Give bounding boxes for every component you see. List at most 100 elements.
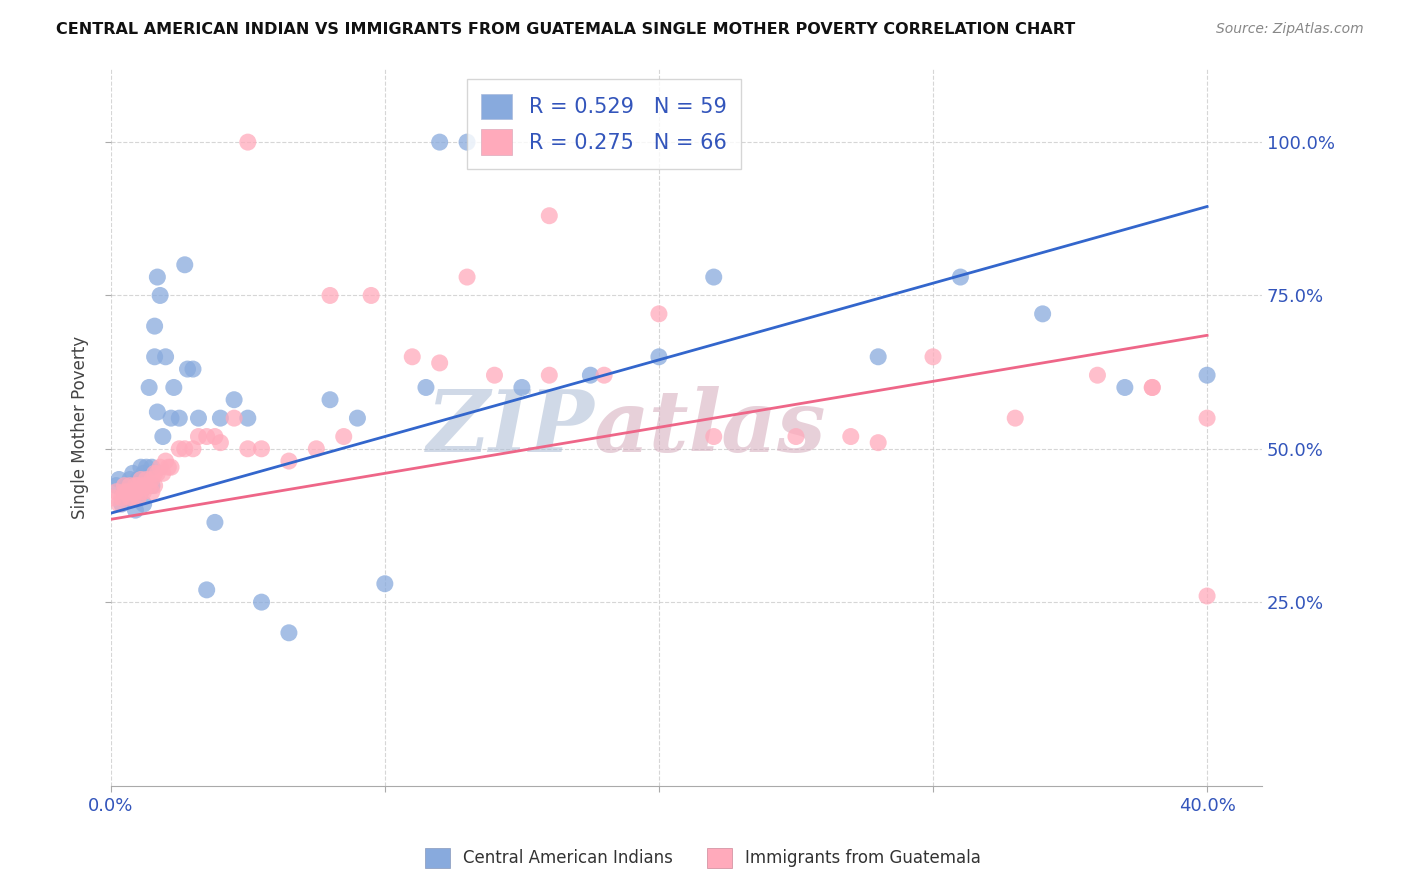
- Point: [118, 473, 141, 487]
- Point: [114, 478, 136, 492]
- Point: [127, 473, 149, 487]
- Point: [187, 429, 209, 443]
- Point: [173, 442, 195, 456]
- Point: [868, 435, 890, 450]
- Point: [456, 270, 478, 285]
- Point: [332, 429, 354, 443]
- Point: [209, 435, 232, 450]
- Point: [129, 460, 152, 475]
- Point: [204, 516, 226, 530]
- Point: [121, 484, 143, 499]
- Text: Source: ZipAtlas.com: Source: ZipAtlas.com: [1216, 22, 1364, 37]
- Point: [115, 484, 138, 499]
- Point: [135, 478, 157, 492]
- Point: [127, 478, 149, 492]
- Point: [236, 135, 259, 149]
- Point: [173, 258, 195, 272]
- Point: [510, 380, 533, 394]
- Point: [149, 288, 172, 302]
- Point: [152, 467, 174, 481]
- Point: [115, 478, 138, 492]
- Point: [118, 478, 141, 492]
- Point: [111, 491, 134, 505]
- Point: [593, 368, 616, 383]
- Point: [319, 392, 342, 407]
- Point: [135, 473, 157, 487]
- Point: [143, 478, 166, 492]
- Point: [105, 478, 128, 492]
- Point: [484, 368, 506, 383]
- Point: [949, 270, 972, 285]
- Legend: R = 0.529   N = 59, R = 0.275   N = 66: R = 0.529 N = 59, R = 0.275 N = 66: [467, 78, 741, 169]
- Point: [105, 484, 128, 499]
- Point: [155, 454, 177, 468]
- Point: [169, 442, 191, 456]
- Point: [1032, 307, 1054, 321]
- Point: [143, 319, 166, 334]
- Point: [277, 454, 299, 468]
- Text: atlas: atlas: [595, 385, 827, 469]
- Point: [138, 380, 160, 394]
- Point: [143, 467, 166, 481]
- Point: [146, 467, 169, 481]
- Point: [129, 484, 152, 499]
- Point: [124, 484, 146, 499]
- Point: [1197, 589, 1219, 603]
- Point: [129, 473, 152, 487]
- Point: [250, 595, 273, 609]
- Point: [236, 411, 259, 425]
- Point: [146, 270, 169, 285]
- Point: [124, 503, 146, 517]
- Point: [360, 288, 382, 302]
- Point: [141, 484, 163, 499]
- Point: [648, 307, 671, 321]
- Point: [108, 473, 131, 487]
- Point: [176, 362, 198, 376]
- Point: [121, 467, 143, 481]
- Point: [429, 356, 451, 370]
- Point: [141, 473, 163, 487]
- Point: [429, 135, 451, 149]
- Point: [118, 491, 141, 505]
- Point: [149, 460, 172, 475]
- Text: CENTRAL AMERICAN INDIAN VS IMMIGRANTS FROM GUATEMALA SINGLE MOTHER POVERTY CORRE: CENTRAL AMERICAN INDIAN VS IMMIGRANTS FR…: [56, 22, 1076, 37]
- Point: [415, 380, 437, 394]
- Point: [224, 392, 246, 407]
- Point: [346, 411, 368, 425]
- Point: [456, 135, 478, 149]
- Point: [155, 350, 177, 364]
- Point: [401, 350, 423, 364]
- Point: [703, 270, 725, 285]
- Point: [181, 362, 204, 376]
- Point: [127, 491, 149, 505]
- Point: [579, 368, 602, 383]
- Point: [187, 411, 209, 425]
- Point: [141, 478, 163, 492]
- Point: [319, 288, 342, 302]
- Point: [1087, 368, 1109, 383]
- Point: [538, 209, 561, 223]
- Point: [138, 478, 160, 492]
- Point: [181, 442, 204, 456]
- Point: [118, 491, 141, 505]
- Point: [209, 411, 232, 425]
- Point: [250, 442, 273, 456]
- Point: [160, 460, 183, 475]
- Point: [1142, 380, 1164, 394]
- Point: [1197, 411, 1219, 425]
- Point: [124, 478, 146, 492]
- Point: [922, 350, 945, 364]
- Point: [160, 411, 183, 425]
- Point: [157, 460, 180, 475]
- Point: [868, 350, 890, 364]
- Point: [152, 429, 174, 443]
- Point: [132, 484, 155, 499]
- Point: [121, 491, 143, 505]
- Point: [127, 478, 149, 492]
- Point: [114, 491, 136, 505]
- Point: [146, 405, 169, 419]
- Point: [111, 497, 134, 511]
- Point: [195, 429, 218, 443]
- Point: [135, 460, 157, 475]
- Point: [169, 411, 191, 425]
